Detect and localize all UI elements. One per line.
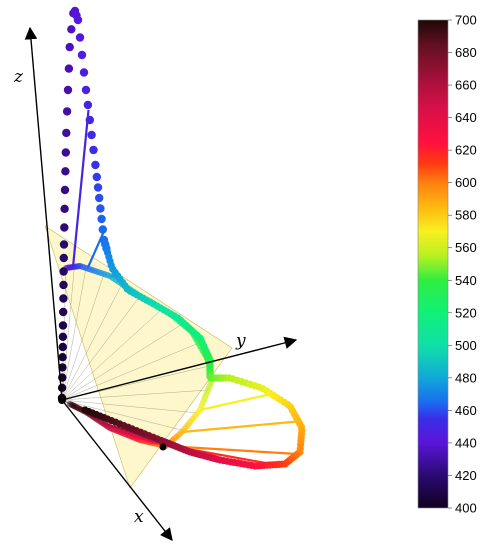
z-axis	[24, 26, 63, 401]
locus-dot	[58, 321, 68, 330]
locus-dot	[61, 167, 70, 176]
colorbar-ticks: 700 680 660 640 620 600 580 560 540 520 500 480 460 4…	[448, 13, 477, 516]
locus-dot	[96, 204, 105, 213]
colorbar-tick-label: 540	[455, 273, 477, 288]
locus-dot	[81, 406, 89, 414]
locus-dot	[98, 225, 108, 234]
locus-dot	[92, 172, 102, 182]
colorbar-tick-label: 660	[455, 78, 477, 93]
colorbar-tick-label: 480	[455, 370, 477, 385]
colorbar-tick-label: 700	[455, 13, 477, 28]
locus-dot	[58, 353, 67, 362]
locus-dot	[59, 307, 68, 317]
locus-dot	[95, 193, 104, 203]
locus-dot	[62, 128, 71, 138]
spectral-locus-dots	[57, 6, 306, 470]
colorbar-tick-label: 560	[455, 240, 477, 255]
origin-point	[58, 396, 66, 404]
y-axis-label: y	[235, 331, 246, 351]
locus-dot	[85, 115, 95, 125]
colorbar	[417, 19, 449, 509]
x-point	[159, 443, 167, 451]
colorbar-tick-label: 620	[455, 143, 477, 158]
projection-arrow	[165, 444, 298, 456]
locus-dot	[61, 148, 70, 157]
locus-dot	[97, 214, 106, 224]
projection-arrow	[181, 420, 299, 434]
locus-dot	[83, 100, 93, 110]
locus-dot	[89, 145, 98, 155]
projection-plane	[44, 225, 233, 489]
projection-arrow	[199, 392, 272, 412]
locus-dot	[58, 342, 67, 352]
locus-dot	[59, 253, 68, 263]
x-axis-label: x	[134, 507, 144, 527]
locus-dot	[79, 68, 89, 77]
projection-arrow	[71, 109, 90, 268]
locus-dot	[62, 107, 72, 116]
projection-ray	[61, 283, 123, 401]
projection-ray	[61, 323, 183, 401]
x-axis	[61, 399, 173, 541]
colorbar-tick-label: 580	[455, 208, 477, 223]
locus-dot	[65, 42, 74, 52]
locus-dot	[81, 85, 91, 95]
locus-dot	[87, 130, 96, 140]
projection-ray	[61, 273, 105, 401]
locus-dot	[58, 363, 67, 372]
locus-dot	[91, 160, 100, 170]
locus-dot	[59, 267, 68, 276]
locus-dot	[60, 185, 70, 195]
colorbar-tick-label: 440	[455, 435, 477, 450]
locus-dot	[77, 50, 87, 60]
colorbar-tick-label: 400	[455, 501, 477, 516]
locus-dot	[59, 280, 68, 290]
colorbar-tick-label: 500	[455, 338, 477, 353]
locus-dot	[57, 383, 67, 392]
locus-dot	[67, 25, 76, 34]
locus-dot	[63, 85, 73, 95]
locus-dot	[93, 183, 103, 192]
y-axis	[61, 336, 298, 401]
ribbon-segment	[67, 401, 75, 408]
projection-ray	[61, 399, 184, 431]
locus-dot	[73, 15, 83, 25]
locus-dot	[75, 33, 85, 42]
colorbar-tick-label: 420	[455, 468, 477, 483]
projection-ray	[61, 308, 163, 401]
locus-dot	[59, 240, 69, 249]
projection-ray	[61, 342, 199, 401]
colorbar-tick-label: 600	[455, 175, 477, 190]
colorbar-tick-label: 520	[455, 305, 477, 320]
z-axis-label: z	[13, 67, 24, 87]
projection-ray	[61, 389, 209, 401]
locus-dot	[60, 223, 69, 232]
locus-dot	[64, 64, 74, 73]
locus-dot	[59, 294, 68, 303]
locus-dot	[60, 204, 69, 213]
colorbar-tick-label: 680	[455, 45, 477, 60]
projection-ray	[61, 399, 198, 414]
colorbar-tick-label: 460	[455, 403, 477, 418]
projection-ray	[61, 295, 141, 401]
colorbar-tick-label: 640	[455, 110, 477, 125]
locus-dot	[58, 332, 68, 341]
